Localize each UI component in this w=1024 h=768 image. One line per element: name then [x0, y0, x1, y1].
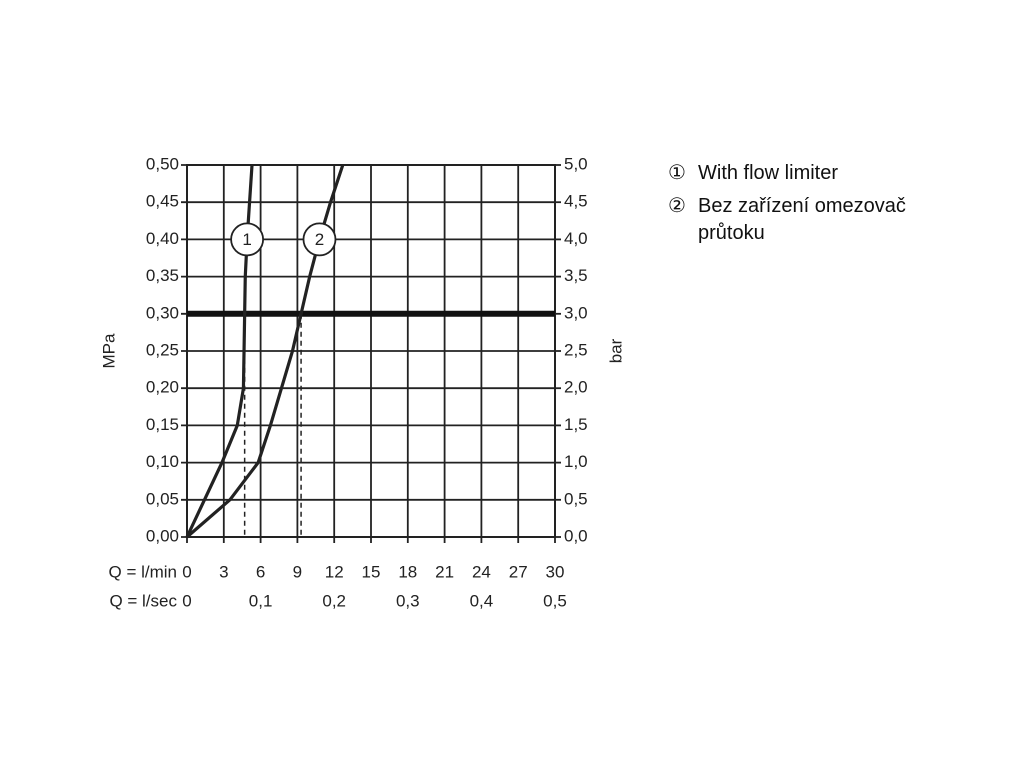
x2-tick-label: 0	[182, 591, 191, 610]
legend-symbol: ②	[668, 195, 686, 217]
y-tick-label: 0,45	[146, 192, 179, 211]
y2-tick-label: 0,0	[564, 526, 588, 545]
x-tick-label: 15	[362, 562, 381, 581]
y2-tick-label: 2,5	[564, 340, 588, 359]
x-tick-label: 24	[472, 562, 491, 581]
x2-tick-label: 0,3	[396, 591, 420, 610]
x-axis-label: Q = l/min	[109, 562, 178, 581]
legend-label: With flow limiter	[698, 162, 839, 184]
y-tick-label: 0,50	[146, 154, 179, 173]
x-tick-label: 27	[509, 562, 528, 581]
plot-frame	[186, 164, 556, 538]
y2-tick-label: 2,0	[564, 378, 588, 397]
y-tick-label: 0,40	[146, 229, 179, 248]
x2-tick-label: 0,4	[470, 591, 494, 610]
y2-tick-label: 1,5	[564, 415, 588, 434]
x-tick-label: 6	[256, 562, 265, 581]
y-tick-label: 0,05	[146, 489, 179, 508]
x-tick-label: 21	[435, 562, 454, 581]
y-axis-label: MPa	[99, 333, 118, 369]
y-tick-label: 0,00	[146, 526, 179, 545]
y2-tick-label: 4,0	[564, 229, 588, 248]
x-tick-label: 0	[182, 562, 191, 581]
y2-tick-label: 0,5	[564, 489, 588, 508]
series-label: 2	[315, 230, 324, 249]
series-label: 1	[242, 230, 251, 249]
y2-tick-label: 1,0	[564, 452, 588, 471]
legend-label: Bez zařízení omezovač průtoku	[698, 195, 906, 244]
y-tick-label: 0,35	[146, 266, 179, 285]
legend-entry: ② Bez zařízení omezovač průtoku	[668, 193, 968, 247]
x-tick-label: 12	[325, 562, 344, 581]
series-label-circle	[302, 222, 337, 257]
x2-tick-label: 0,5	[543, 591, 567, 610]
y2-tick-label: 3,0	[564, 303, 588, 322]
y-tick-label: 0,10	[146, 452, 179, 471]
x2-axis-label: Q = l/sec	[109, 591, 177, 610]
y2-tick-label: 3,5	[564, 266, 588, 285]
y2-tick-label: 5,0	[564, 154, 588, 173]
legend-symbol: ①	[668, 162, 686, 184]
legend-entry: ① With flow limiter	[668, 160, 968, 187]
x-tick-label: 30	[546, 562, 565, 581]
x2-tick-label: 0,1	[249, 591, 273, 610]
y-tick-label: 0,30	[146, 303, 179, 322]
y-tick-label: 0,20	[146, 378, 179, 397]
y2-tick-label: 4,5	[564, 192, 588, 211]
x2-tick-label: 0,2	[322, 591, 346, 610]
y-tick-label: 0,25	[146, 340, 179, 359]
legend: ① With flow limiter ② Bez zařízení omezovač…	[668, 160, 968, 253]
x-tick-label: 18	[398, 562, 417, 581]
x-tick-label: 9	[293, 562, 302, 581]
chart: 0 3 6 9 12 15 18 21 24 27 300 0,1 0,2 0,3 0,4 0,50,000,…	[99, 154, 625, 610]
y2-axis-label: bar	[606, 338, 625, 363]
series-label-circle	[230, 222, 265, 257]
y-tick-label: 0,15	[146, 415, 179, 434]
x-tick-label: 3	[219, 562, 228, 581]
